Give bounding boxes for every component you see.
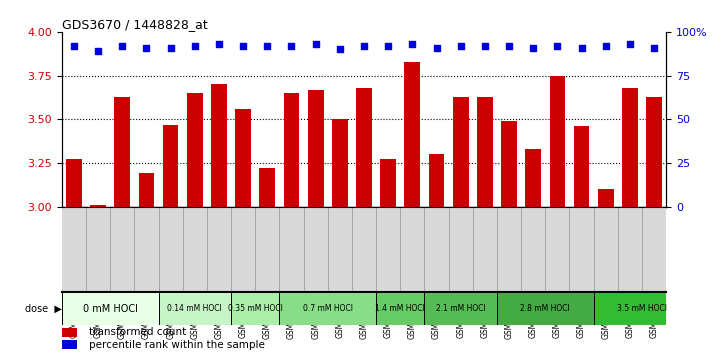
Bar (90, 205, 106, 207)
Point (600, 43, 612, 49)
Bar (646, 97, 662, 207)
Bar (62, 292, 159, 325)
Bar (376, 292, 424, 325)
Bar (477, 97, 493, 207)
Point (624, 41, 636, 47)
Bar (550, 75, 565, 207)
Text: dose  ▶: dose ▶ (25, 304, 62, 314)
Bar (114, 97, 130, 207)
Point (503, 43, 515, 49)
Point (479, 43, 491, 49)
Point (431, 45, 443, 50)
Point (165, 45, 176, 50)
Bar (280, 292, 376, 325)
Text: 1.4 mM HOCl: 1.4 mM HOCl (376, 304, 425, 313)
Bar (497, 292, 593, 325)
Text: 2.1 mM HOCl: 2.1 mM HOCl (436, 304, 486, 313)
Point (261, 43, 273, 49)
Bar (429, 154, 444, 207)
Bar (356, 88, 372, 207)
Bar (66, 160, 82, 207)
Point (68, 43, 80, 49)
Bar (598, 189, 614, 207)
Point (552, 43, 563, 49)
Bar (163, 125, 178, 207)
Text: transformed count: transformed count (89, 327, 186, 337)
Bar (424, 292, 497, 325)
Bar (622, 88, 638, 207)
Text: 0.7 mM HOCl: 0.7 mM HOCl (303, 304, 353, 313)
Text: 0.35 mM HOCl: 0.35 mM HOCl (228, 304, 282, 313)
Point (382, 43, 394, 49)
Text: 0 mM HOCl: 0 mM HOCl (83, 304, 138, 314)
Text: percentile rank within the sample: percentile rank within the sample (89, 340, 265, 350)
Point (92, 48, 104, 54)
Bar (62, 340, 77, 349)
Point (455, 43, 467, 49)
Point (285, 43, 297, 49)
Point (334, 46, 346, 52)
Point (358, 43, 370, 49)
Bar (574, 126, 590, 207)
Point (116, 43, 128, 49)
Bar (593, 292, 690, 325)
Bar (259, 168, 275, 207)
Point (648, 45, 660, 50)
Point (141, 45, 152, 50)
Bar (526, 149, 541, 207)
Point (527, 45, 539, 50)
Bar (138, 173, 154, 207)
Bar (284, 93, 299, 207)
Bar (231, 292, 280, 325)
Bar (235, 109, 251, 207)
Bar (159, 292, 231, 325)
Point (213, 41, 225, 47)
Bar (405, 62, 420, 207)
Text: 2.8 mM HOCl: 2.8 mM HOCl (521, 304, 570, 313)
Text: 3.5 mM HOCl: 3.5 mM HOCl (617, 304, 667, 313)
Bar (62, 328, 77, 337)
Point (576, 45, 587, 50)
Bar (380, 160, 396, 207)
Text: GDS3670 / 1448828_at: GDS3670 / 1448828_at (62, 18, 207, 31)
Bar (501, 121, 517, 207)
Point (310, 41, 322, 47)
Point (189, 43, 201, 49)
Bar (187, 93, 202, 207)
Bar (332, 119, 348, 207)
Text: 0.14 mM HOCl: 0.14 mM HOCl (167, 304, 222, 313)
Bar (308, 90, 323, 207)
Bar (453, 97, 469, 207)
Bar (211, 84, 227, 207)
Point (237, 43, 249, 49)
Point (406, 41, 418, 47)
